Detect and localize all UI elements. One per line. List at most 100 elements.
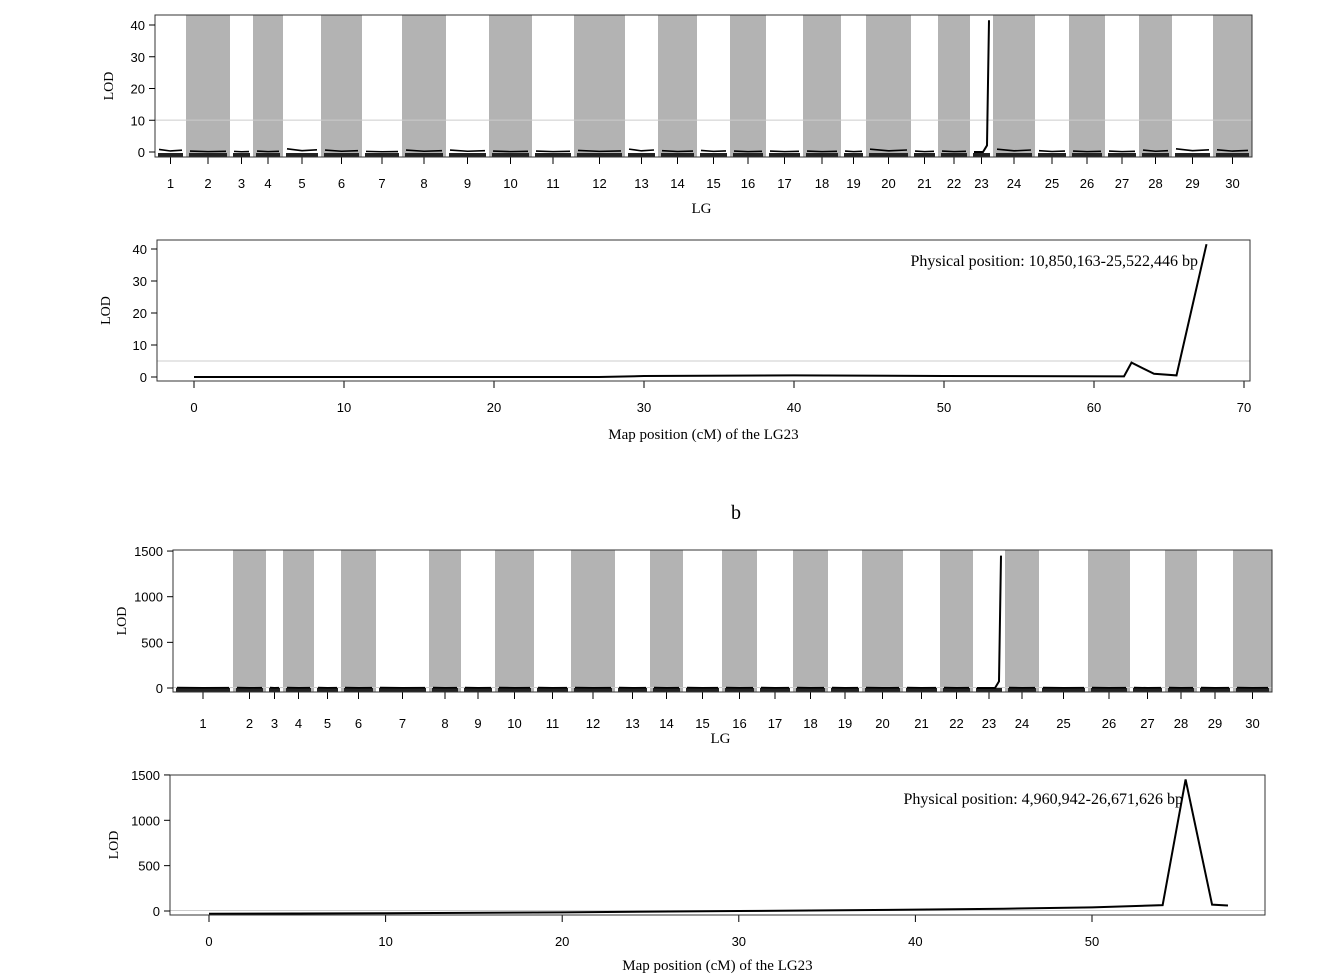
y-tick-label: 500	[141, 635, 163, 650]
x-tick-label: 12	[586, 716, 600, 731]
lg-band	[1039, 550, 1088, 692]
lg-band	[757, 550, 793, 692]
lg-band	[283, 550, 314, 692]
lg-band	[697, 15, 730, 157]
x-tick-label: 30	[637, 400, 651, 415]
marker-rug	[1072, 153, 1102, 157]
x-tick-label: 3	[271, 716, 278, 731]
marker-rug	[158, 153, 183, 157]
marker-rug	[653, 688, 680, 692]
x-tick-label: 5	[324, 716, 331, 731]
lg-band	[938, 15, 970, 157]
lg-band	[461, 550, 495, 692]
lod-curve	[996, 148, 1032, 152]
lg-band	[683, 550, 722, 692]
marker-rug	[574, 688, 612, 692]
marker-rug	[577, 153, 622, 157]
x-tick-label: 8	[420, 176, 427, 191]
lg-band	[1197, 550, 1233, 692]
x-tick-label: 28	[1174, 716, 1188, 731]
x-tick-label: 1	[167, 176, 174, 191]
x-tick-label: 70	[1237, 400, 1251, 415]
marker-rug	[976, 688, 1002, 692]
x-tick-label: 10	[378, 934, 392, 949]
lg-band	[534, 550, 571, 692]
lg-band	[841, 15, 866, 157]
marker-rug	[1216, 153, 1249, 157]
physical-position-annotation: Physical position: 4,960,942-26,671,626 …	[903, 791, 1183, 808]
lg-band	[571, 550, 615, 692]
x-tick-label: 22	[949, 716, 963, 731]
y-tick-label: 30	[133, 274, 147, 289]
lod-curve	[577, 149, 622, 153]
y-axis-label: LOD	[99, 296, 114, 325]
x-tick-label: 23	[974, 176, 988, 191]
marker-rug	[733, 153, 763, 157]
x-tick-label: 50	[937, 400, 951, 415]
marker-rug	[906, 688, 937, 692]
marker-rug	[769, 153, 800, 157]
y-tick-label: 500	[138, 859, 160, 874]
x-tick-label: 40	[787, 400, 801, 415]
plot-frame	[154, 14, 1253, 158]
x-tick-label: 17	[768, 716, 782, 731]
marker-rug	[686, 688, 719, 692]
lg-band	[911, 15, 938, 157]
x-tick-label: 21	[917, 176, 931, 191]
lod-curve	[324, 149, 359, 153]
lod-curve	[286, 148, 318, 152]
y-tick-label: 1500	[131, 768, 160, 783]
y-tick-label: 10	[131, 113, 145, 128]
lod-curve	[977, 555, 1002, 689]
lg-band	[341, 550, 376, 692]
x-tick-label: 4	[295, 716, 302, 731]
x-tick-label: 14	[659, 716, 673, 731]
x-tick-label: 6	[338, 176, 345, 191]
marker-rug	[1133, 688, 1162, 692]
lg-band	[376, 550, 429, 692]
marker-rug	[317, 688, 338, 692]
marker-rug	[324, 153, 359, 157]
lg-band	[1213, 15, 1252, 157]
lg-band	[173, 550, 233, 692]
marker-rug	[618, 688, 647, 692]
x-tick-label: 2	[246, 716, 253, 731]
x-tick-label: 0	[190, 400, 197, 415]
x-tick-label: 11	[546, 176, 560, 191]
x-tick-label: 12	[592, 176, 606, 191]
x-tick-label: 26	[1102, 716, 1116, 731]
marker-rug	[869, 153, 908, 157]
y-axis-label: LOD	[115, 607, 130, 636]
lg-band	[1139, 15, 1172, 157]
lg-band	[1165, 550, 1197, 692]
marker-rug	[831, 688, 859, 692]
plot-frame	[169, 774, 1266, 916]
lg-band	[866, 15, 911, 157]
lg-band	[186, 15, 230, 157]
lg-band	[230, 15, 253, 157]
lg-band	[1105, 15, 1139, 157]
lg-band	[1035, 15, 1069, 157]
lg-band	[574, 15, 625, 157]
x-tick-label: 10	[507, 716, 521, 731]
x-tick-label: 28	[1148, 176, 1162, 191]
y-axis-label: LOD	[107, 831, 122, 860]
marker-rug	[1175, 153, 1210, 157]
lg-band	[940, 550, 973, 692]
lg-band	[446, 15, 489, 157]
marker-rug	[943, 688, 970, 692]
lod-curve	[1038, 149, 1066, 153]
lg-band	[658, 15, 697, 157]
marker-rug	[492, 153, 529, 157]
x-tick-label: 17	[777, 176, 791, 191]
lg-band	[766, 15, 803, 157]
marker-rug	[1200, 688, 1230, 692]
x-tick-label: 15	[695, 716, 709, 731]
lg-band	[489, 15, 532, 157]
x-tick-label: 25	[1045, 176, 1059, 191]
x-tick-label: 9	[474, 716, 481, 731]
lod-curve	[256, 150, 280, 153]
lod-curve	[1216, 148, 1249, 152]
x-tick-label: 30	[1225, 176, 1239, 191]
lg-band	[532, 15, 574, 157]
